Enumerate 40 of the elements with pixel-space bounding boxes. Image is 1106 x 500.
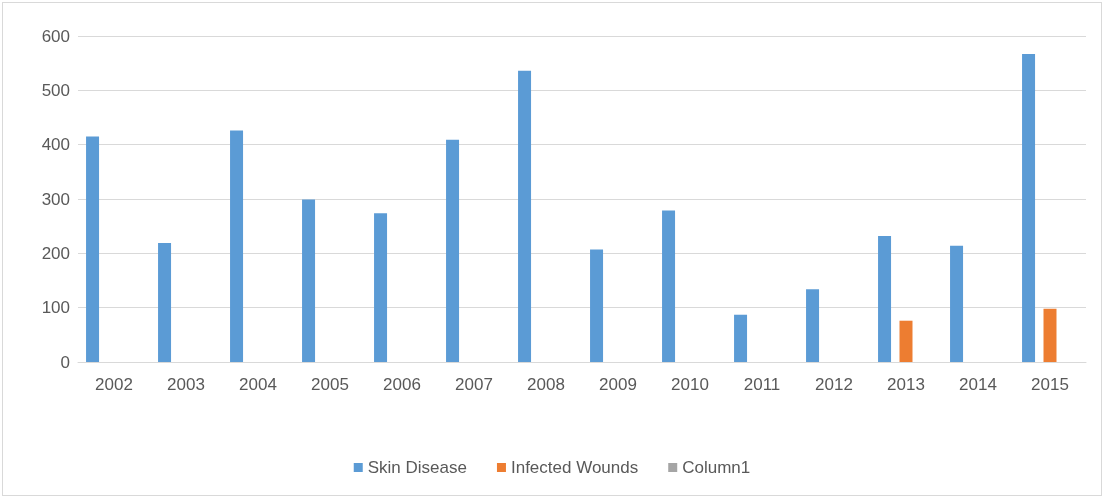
bar [230, 130, 244, 362]
bar [1022, 53, 1036, 362]
x-tick-label: 2006 [383, 375, 421, 394]
y-tick-label: 400 [41, 135, 70, 155]
x-tick-label: 2010 [671, 375, 709, 394]
bar [1043, 308, 1057, 362]
bar [590, 249, 604, 362]
x-tick-label: 2012 [815, 375, 853, 394]
y-tick-label: 100 [41, 298, 70, 318]
bar [806, 289, 820, 362]
y-tick-label: 600 [41, 26, 70, 46]
legend-label: Column1 [682, 458, 751, 477]
bar [878, 235, 892, 362]
x-tick-label: 2011 [743, 375, 781, 394]
y-tick-label: 0 [60, 352, 70, 372]
legend-label: Skin Disease [367, 458, 467, 477]
bar [899, 320, 913, 362]
x-tick-label: 2008 [527, 375, 565, 394]
bar [518, 70, 532, 362]
x-tick-label: 2002 [95, 375, 133, 394]
y-tick-label: 500 [41, 80, 70, 100]
bar [158, 243, 172, 362]
x-tick-label: 2015 [1031, 375, 1069, 394]
x-tick-label: 2014 [959, 375, 997, 394]
x-tick-label: 2007 [455, 375, 493, 394]
bar [950, 245, 964, 362]
x-tick-label: 2005 [311, 375, 349, 394]
y-tick-label: 300 [41, 189, 70, 209]
bar [662, 210, 676, 362]
bar [446, 139, 460, 362]
y-tick-label: 200 [41, 243, 70, 263]
x-tick-label: 2013 [887, 375, 925, 394]
x-tick-label: 2004 [239, 375, 277, 394]
x-tick-label: 2009 [599, 375, 637, 394]
bar [86, 136, 100, 362]
bar [374, 213, 388, 362]
x-tick-label: 2003 [167, 375, 205, 394]
legend-label: Infected Wounds [510, 458, 639, 477]
bar [302, 199, 316, 362]
bar [734, 314, 748, 362]
